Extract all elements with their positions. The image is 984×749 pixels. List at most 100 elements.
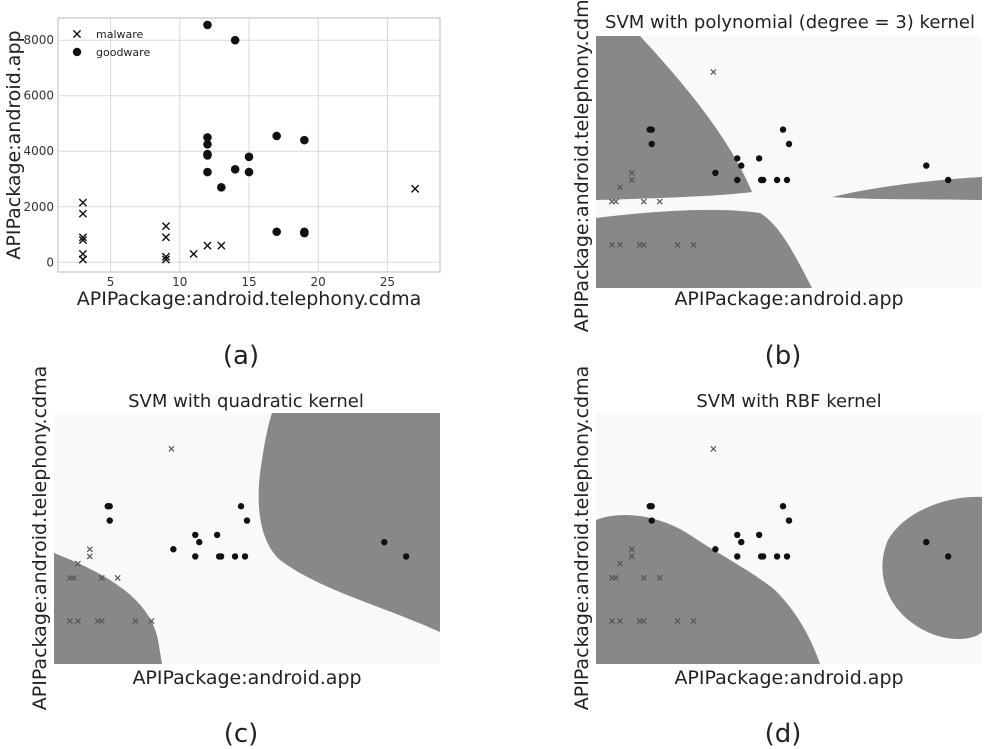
- goodware-point: [196, 538, 203, 546]
- malware-point: [628, 546, 635, 553]
- y-axis-label-b: APIPackage:android.telephony.cdma: [571, 0, 593, 332]
- goodware-point: [734, 531, 741, 539]
- malware-point: [690, 241, 697, 248]
- malware-point: [161, 255, 171, 264]
- y-axis-label-a: APIPackage:android.app: [3, 30, 25, 259]
- malware-point: [674, 241, 681, 248]
- y-tick-label: 4000: [23, 144, 54, 158]
- panel-a: 5 10 15 20 25 0 2000 4000 6000 8000 malware goodw…: [3, 17, 441, 371]
- points-d: [608, 445, 952, 624]
- malware-point: [132, 617, 139, 624]
- goodware-point: [738, 162, 745, 169]
- goodware-point: [923, 162, 930, 169]
- points-c: [66, 445, 410, 624]
- malware-point: [636, 241, 643, 248]
- malware-point: [94, 617, 101, 624]
- malware-point: [608, 617, 615, 624]
- malware-point: [656, 198, 663, 205]
- malware-point: [161, 252, 171, 261]
- panel-title-d: SVM with RBF kernel: [696, 391, 881, 412]
- points-a: [78, 20, 420, 264]
- goodware-point: [734, 553, 741, 560]
- goodware-point: [170, 546, 177, 553]
- region-b-upper-left: [596, 36, 752, 200]
- x-tick-label: 25: [380, 275, 395, 289]
- goodware-point: [779, 503, 787, 510]
- goodware-point: [104, 503, 111, 510]
- goodware-point: [217, 183, 226, 192]
- goodware-point: [203, 20, 212, 30]
- goodware-point: [192, 531, 199, 539]
- malware-point: [74, 617, 81, 624]
- malware-point: [710, 445, 717, 452]
- malware-point: [168, 445, 175, 452]
- goodware-point: [244, 167, 254, 177]
- goodware-point: [241, 553, 249, 560]
- goodware-point: [237, 503, 245, 510]
- malware-point: [78, 198, 88, 207]
- legend-a: malware goodware: [72, 28, 150, 59]
- legend-marker-goodware: [72, 47, 82, 57]
- goodware-point: [944, 176, 952, 184]
- y-axis-label-d: APIPackage:android.telephony.cdma: [571, 366, 593, 710]
- x-tick-label: 20: [311, 275, 326, 289]
- region-b-right: [832, 177, 982, 200]
- malware-point: [161, 222, 171, 231]
- malware-point: [410, 184, 420, 193]
- panel-d: SVM with RBF kernel APIPackage:android.a…: [571, 366, 982, 749]
- malware-point: [616, 184, 623, 191]
- goodware-point: [785, 140, 793, 148]
- malware-point: [203, 241, 212, 250]
- goodware-point: [734, 176, 741, 184]
- goodware-point: [203, 133, 212, 142]
- malware-point: [98, 574, 105, 581]
- malware-point: [66, 574, 73, 581]
- goodware-point: [192, 553, 199, 560]
- malware-point: [674, 617, 681, 624]
- goodware-point: [213, 531, 221, 539]
- goodware-point: [783, 176, 791, 184]
- panel-label-b: (b): [765, 341, 802, 371]
- goodware-point: [272, 227, 281, 237]
- malware-point: [217, 241, 226, 250]
- goodware-point: [944, 553, 952, 560]
- x-axis-label-b: APIPackage:android.app: [674, 288, 903, 310]
- goodware-point: [215, 553, 223, 560]
- goodware-point: [738, 538, 745, 546]
- goodware-point: [381, 538, 388, 546]
- x-tick-label: 15: [241, 275, 256, 289]
- goodware-point: [231, 553, 239, 560]
- goodware-point: [402, 553, 410, 560]
- goodware-point: [300, 135, 309, 145]
- malware-point: [74, 560, 81, 567]
- tick-labels-a: 5 10 15 20 25 0 2000 4000 6000 8000: [23, 33, 395, 289]
- malware-point: [86, 546, 93, 553]
- gridlines-a: [58, 18, 440, 272]
- goodware-point: [755, 531, 763, 539]
- goodware-point: [243, 517, 251, 524]
- legend-label-goodware: goodware: [96, 46, 150, 59]
- malware-point: [640, 574, 647, 581]
- goodware-point: [648, 140, 655, 148]
- malware-point: [616, 241, 623, 248]
- malware-point: [628, 169, 635, 176]
- y-axis-label-c: APIPackage:android.telephony.cdma: [29, 366, 51, 710]
- malware-point: [148, 617, 155, 624]
- x-tick-label: 10: [172, 275, 187, 289]
- goodware-point: [203, 167, 212, 177]
- panel-b: SVM with polynomial (degree = 3) kernel …: [571, 0, 982, 371]
- malware-point: [616, 617, 623, 624]
- goodware-point: [244, 152, 254, 162]
- goodware-point: [755, 155, 763, 162]
- y-tick-label: 0: [46, 255, 54, 269]
- malware-point: [710, 68, 717, 76]
- y-tick-label: 6000: [23, 89, 54, 103]
- panel-title-b: SVM with polynomial (degree = 3) kernel: [605, 12, 975, 33]
- malware-point: [608, 198, 615, 205]
- x-axis-label-c: APIPackage:android.app: [132, 667, 361, 689]
- goodware-point: [923, 538, 930, 546]
- panel-title-c: SVM with quadratic kernel: [128, 391, 364, 412]
- goodware-point: [646, 126, 653, 133]
- malware-point: [78, 255, 88, 264]
- x-tick-label: 5: [107, 275, 115, 289]
